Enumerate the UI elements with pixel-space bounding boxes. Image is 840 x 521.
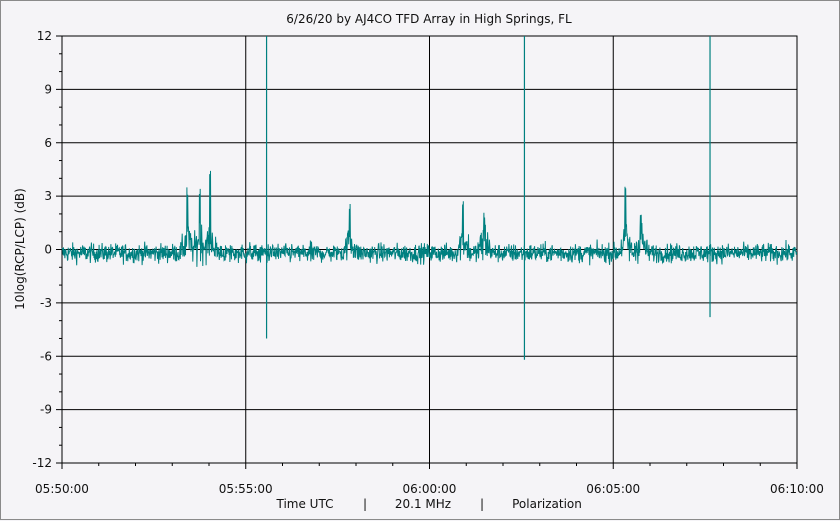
x-axis-ticks: 05:50:00 05:55:00 06:00:00 06:05:00 06:10:00	[35, 463, 824, 496]
polarization-trace	[61, 170, 798, 267]
x-tick-label: 06:05:00	[586, 482, 640, 496]
chart-title: 6/26/20 by AJ4CO TFD Array in High Sprin…	[286, 12, 572, 26]
x-axis-label-mode: Polarization	[512, 497, 582, 511]
y-axis-ticks: 12 9 6 3 0 -3 -6 -9 -12	[32, 29, 62, 470]
x-axis-label: Time UTC | 20.1 MHz | Polarization	[276, 497, 582, 511]
x-tick-label: 06:00:00	[403, 482, 457, 496]
y-axis-label: 10log(RCP/LCP) (dB)	[13, 188, 27, 310]
x-tick-label: 05:55:00	[219, 482, 273, 496]
y-tick-label: -12	[32, 456, 52, 470]
x-tick-label: 06:10:00	[770, 482, 824, 496]
x-tick-label: 05:50:00	[35, 482, 89, 496]
y-tick-label: -6	[40, 349, 52, 363]
y-tick-label: 3	[44, 189, 52, 203]
y-tick-label: 12	[37, 29, 52, 43]
x-axis-label-time: Time UTC	[276, 497, 334, 511]
minor-ticks	[59, 53, 761, 466]
y-tick-label: -9	[40, 403, 52, 417]
x-axis-label-separator: |	[480, 497, 484, 511]
y-tick-label: 9	[44, 82, 52, 96]
y-tick-label: 0	[44, 243, 52, 257]
x-axis-label-frequency: 20.1 MHz	[395, 497, 451, 511]
x-axis-label-separator: |	[363, 497, 367, 511]
y-tick-label: 6	[44, 136, 52, 150]
y-tick-label: -3	[40, 296, 52, 310]
spike-lines	[265, 36, 711, 360]
